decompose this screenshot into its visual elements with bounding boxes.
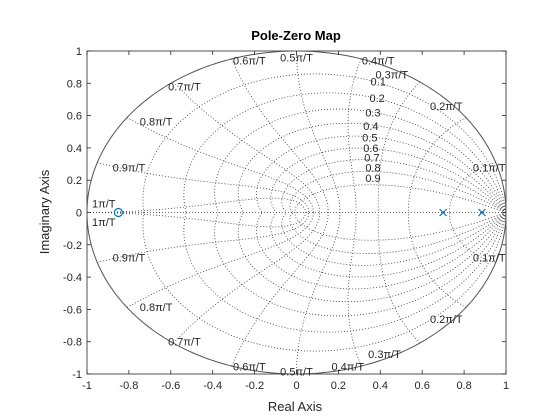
- wn-label-upper: 0.7π/T: [168, 82, 201, 94]
- wn-label-upper: 0.5π/T: [280, 52, 313, 64]
- wn-curve-upper: [126, 117, 314, 213]
- wn-curve-lower: [97, 212, 310, 263]
- damping-curve-lower: [214, 212, 506, 317]
- plot-area: -1 -0.8 -0.6 -0.4 -0.2 0 0.2 0.4 0.6 0.8 110.80.60…: [63, 46, 509, 392]
- wn-label-lower: 0.7π/T: [168, 337, 201, 349]
- wn-curve-lower: [407, 212, 467, 308]
- y-tick-label: -1: [72, 369, 82, 381]
- wn-label-upper: 1π/T: [92, 199, 116, 211]
- damping-curve-lower: [289, 212, 506, 254]
- damping-curve-upper: [183, 92, 506, 213]
- damping-label: 0.8: [365, 162, 380, 174]
- damping-curve-upper: [214, 108, 506, 213]
- x-tick-label: 0.2: [331, 380, 346, 392]
- x-tick-label: -0.8: [119, 380, 138, 392]
- wn-label-lower: 0.4π/T: [331, 362, 364, 374]
- damping-curve-upper: [256, 135, 506, 213]
- wn-label-upper: 0.8π/T: [140, 116, 173, 128]
- wn-label-upper: 0.2π/T: [430, 101, 463, 113]
- damping-label: 0.3: [365, 107, 380, 119]
- y-tick-label: -0.4: [63, 272, 82, 284]
- damping-curve-lower: [256, 212, 506, 290]
- x-tick-label: 0.6: [415, 380, 430, 392]
- damping-label: 0.6: [363, 143, 378, 155]
- zero-marker: [113, 207, 124, 218]
- y-tick-label: 1: [76, 46, 82, 58]
- y-axis-label: Imaginary Axis: [37, 169, 52, 254]
- wn-label-upper: 0.9π/T: [113, 162, 146, 174]
- wn-curve-lower: [126, 212, 314, 308]
- damping-label: 0.9: [365, 173, 380, 185]
- damping-label: 0.1: [371, 77, 386, 89]
- wn-curve-lower: [86, 212, 306, 228]
- wn-curve-lower: [377, 212, 420, 344]
- y-tick-label: -0.8: [63, 337, 82, 349]
- wn-curve-upper: [97, 162, 310, 213]
- pole-marker: [439, 208, 448, 217]
- x-tick-label: -0.4: [203, 380, 222, 392]
- wn-curve-upper: [86, 197, 306, 213]
- wn-label-lower: 1π/T: [92, 217, 116, 229]
- x-tick-label: 0.4: [373, 380, 388, 392]
- wn-label-upper: 0.6π/T: [233, 56, 266, 68]
- x-tick-label: 0: [293, 380, 299, 392]
- x-tick-label: 1: [503, 380, 509, 392]
- y-tick-label: 0: [76, 208, 82, 220]
- pole-marker: [477, 208, 486, 217]
- wn-curve-upper: [231, 58, 329, 213]
- wn-label-upper: 0.1π/T: [473, 162, 506, 174]
- wn-curve-lower: [231, 212, 329, 367]
- wn-label-lower: 0.9π/T: [113, 253, 146, 265]
- y-tick-label: 0.4: [67, 143, 82, 155]
- wn-label-lower: 0.8π/T: [140, 302, 173, 314]
- y-tick-label: -0.2: [63, 240, 82, 252]
- chart-title: Pole-Zero Map: [251, 28, 341, 43]
- x-tick-label: -0.6: [161, 380, 180, 392]
- damping-label: 0.5: [362, 132, 377, 144]
- wn-label-lower: 0.3π/T: [368, 349, 401, 361]
- wn-label-upper: 0.3π/T: [375, 69, 408, 81]
- wn-label-lower: 0.2π/T: [430, 314, 463, 326]
- damping-label: 0.7: [364, 153, 379, 165]
- y-tick-label: -0.6: [63, 304, 82, 316]
- wn-label-upper: 0.4π/T: [362, 56, 395, 68]
- damping-curve-lower: [183, 212, 506, 333]
- damping-label: 0.2: [370, 93, 385, 105]
- x-tick-label: -0.2: [245, 380, 264, 392]
- y-tick-label: 0.2: [67, 175, 82, 187]
- damping-label: 0.4: [363, 121, 378, 133]
- wn-label-lower: 0.6π/T: [233, 362, 266, 374]
- y-tick-label: 0.8: [67, 78, 82, 90]
- x-axis-label: Real Axis: [268, 399, 323, 414]
- y-tick-label: 0.6: [67, 111, 82, 123]
- damping-curve-upper: [289, 171, 506, 213]
- wn-label-lower: 0.5π/T: [280, 367, 313, 379]
- wn-curve-upper: [407, 117, 467, 213]
- wn-curve-upper: [377, 81, 420, 213]
- wn-label-lower: 0.1π/T: [473, 253, 506, 265]
- x-tick-label: 0.8: [456, 380, 471, 392]
- x-tick-label: -1: [82, 380, 92, 392]
